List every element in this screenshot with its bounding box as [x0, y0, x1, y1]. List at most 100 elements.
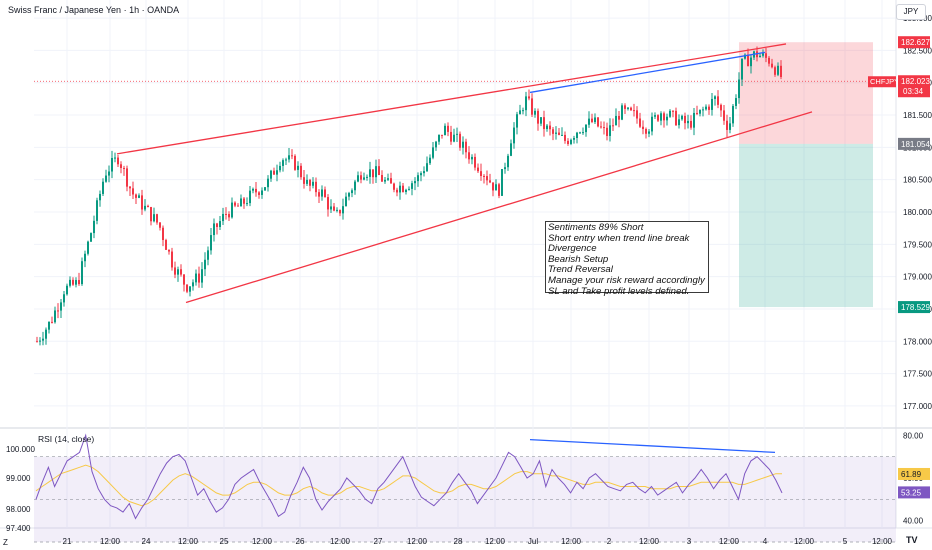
candle-body: [576, 132, 578, 138]
candle-body: [69, 279, 71, 286]
candle-body: [582, 132, 584, 134]
candle-body: [585, 124, 587, 133]
candle-body: [486, 176, 488, 181]
price-tick-label: 179.500: [903, 240, 932, 249]
divergence-price-line: [529, 51, 766, 94]
upper-trend-line: [116, 43, 787, 155]
candle-body: [495, 184, 497, 191]
candle-body: [759, 55, 761, 58]
candle-body: [105, 175, 107, 182]
candle-body: [498, 184, 500, 196]
candle-body: [135, 194, 137, 198]
candle-body: [579, 132, 581, 134]
trend-lines: [116, 43, 813, 304]
price-tick-label: 180.500: [903, 176, 932, 185]
candle-body: [174, 267, 176, 275]
candle-body: [657, 115, 659, 121]
candle-body: [369, 169, 371, 177]
candle-body: [588, 118, 590, 125]
candle-body: [324, 189, 326, 198]
candle-body: [42, 338, 44, 341]
candle-body: [660, 113, 662, 121]
candle-body: [120, 164, 122, 168]
candle-body: [360, 175, 362, 180]
candle-body: [339, 209, 341, 214]
candle-body: [672, 110, 674, 112]
candle-body: [516, 114, 518, 128]
candle-body: [696, 112, 698, 114]
candle-body: [765, 53, 767, 58]
candle-body: [210, 235, 212, 251]
note-line: Trend Reversal: [548, 264, 613, 276]
time-tick-label: 24: [142, 537, 151, 546]
candle-body: [312, 181, 314, 186]
candle-body: [114, 157, 116, 159]
candle-body: [402, 185, 404, 192]
candle-body: [423, 171, 425, 174]
candle-body: [603, 127, 605, 129]
currency-button[interactable]: JPY: [896, 4, 926, 20]
candle-body: [147, 205, 149, 208]
candle-body: [78, 280, 80, 285]
candle-body: [90, 233, 92, 242]
time-tick-label: 12:00: [330, 537, 351, 546]
candle-body: [234, 202, 236, 206]
candle-body: [264, 187, 266, 191]
candle-body: [591, 118, 593, 123]
rsi-indicator-label[interactable]: RSI (14, close): [38, 434, 95, 444]
candle-body: [258, 192, 260, 195]
candles: [36, 46, 782, 346]
candle-body: [555, 132, 557, 134]
time-tick-label: 12:00: [639, 537, 660, 546]
price-tick-label: 179.000: [903, 273, 932, 282]
candle-body: [768, 57, 770, 64]
candle-body: [600, 126, 602, 128]
price-tick-label: 180.000: [903, 208, 932, 217]
time-tick-label: 26: [296, 537, 305, 546]
candle-body: [216, 223, 218, 227]
candle-body: [111, 158, 113, 172]
candle-body: [372, 169, 374, 178]
candle-body: [156, 214, 158, 223]
candle-body: [447, 125, 449, 132]
candle-body: [96, 200, 98, 221]
candle-body: [51, 321, 53, 323]
rsi-tick-label: 40.00: [903, 517, 924, 526]
candle-body: [558, 132, 560, 135]
candle-body: [294, 155, 296, 170]
candle-body: [450, 131, 452, 142]
candle-body: [432, 147, 434, 158]
timezone-label[interactable]: Z: [3, 538, 8, 547]
candle-body: [333, 206, 335, 211]
candle-body: [720, 104, 722, 111]
candle-body: [39, 340, 41, 342]
candle-body: [540, 117, 542, 124]
time-tick-label: 12:00: [794, 537, 815, 546]
candle-body: [267, 178, 269, 188]
candle-body: [420, 173, 422, 176]
candle-body: [573, 137, 575, 140]
time-tick-label: 3: [687, 537, 692, 546]
note-line: Short entry when trend line break: [548, 232, 690, 244]
candle-body: [522, 110, 524, 112]
note-line: SL and Take profit levels defined.: [548, 285, 690, 297]
candle-body: [567, 140, 569, 144]
candle-body: [663, 113, 665, 121]
candle-body: [357, 175, 359, 182]
candle-body: [288, 155, 290, 160]
candle-body: [396, 189, 398, 193]
rsi-lines: [35, 433, 783, 520]
candle-body: [255, 188, 257, 193]
candle-body: [669, 110, 671, 117]
candle-body: [474, 156, 476, 168]
candle-body: [375, 166, 377, 178]
candle-body: [363, 177, 365, 180]
time-tick-label: 12:00: [719, 537, 740, 546]
time-tick-label: 2: [607, 537, 612, 546]
price-tick-label: 177.000: [903, 402, 932, 411]
countdown-badge: 03:34: [903, 87, 924, 96]
candle-body: [282, 160, 284, 166]
time-tick-label: 5: [843, 537, 848, 546]
time-tick-label: 12:00: [561, 537, 582, 546]
candle-body: [726, 120, 728, 130]
